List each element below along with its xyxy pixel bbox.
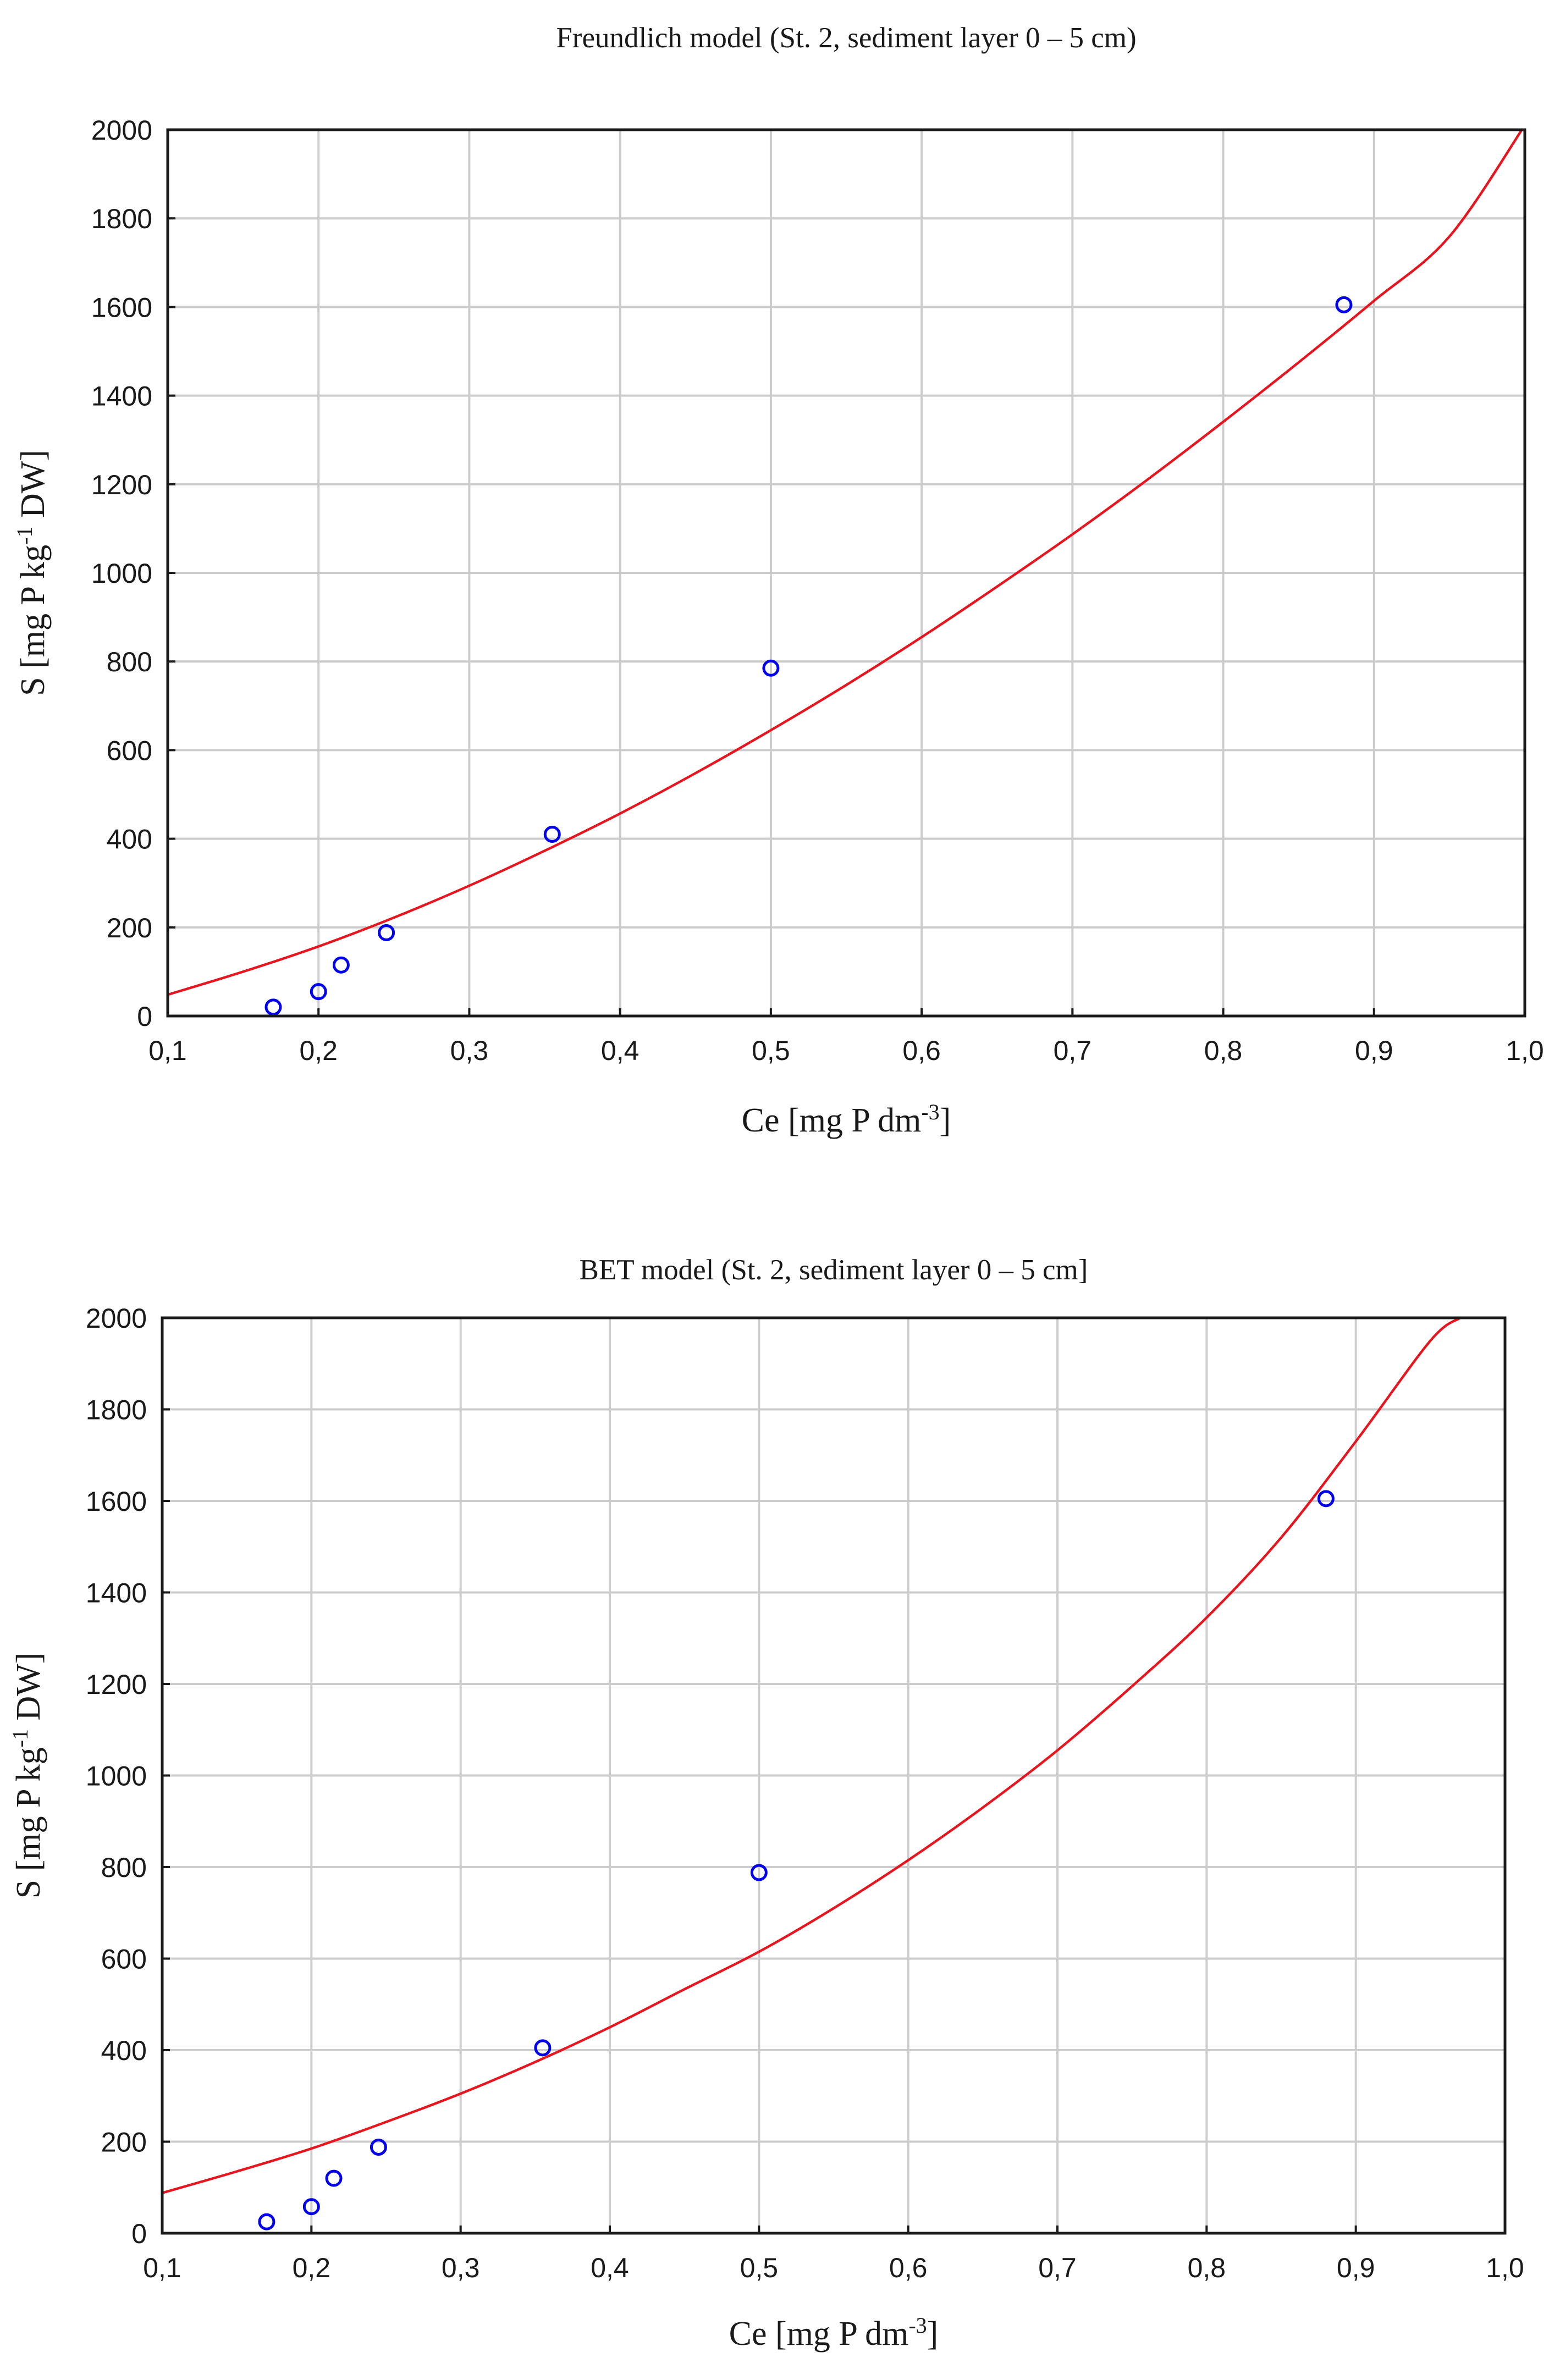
y-tick-label: 400 [107,824,152,855]
y-tick-label: 1600 [86,1486,147,1517]
y-tick-label: 1000 [91,558,152,589]
data-point [258,2213,275,2230]
y-tick-label: 0 [131,2218,147,2249]
x-axis-label-end: ] [940,1102,951,1139]
x-tick-label: 0,1 [143,2252,181,2283]
y-axis-label-main: S [mg P kg [10,1747,47,1898]
y-tick-label: 800 [101,1852,147,1883]
data-point [332,956,350,974]
y-tick-label: 1800 [91,203,152,234]
y-tick-label: 1400 [86,1578,147,1609]
data-point [325,2169,343,2187]
x-tick-label: 0,6 [902,1035,941,1066]
y-tick-label: 800 [107,647,152,677]
x-tick-label: 0,2 [293,2252,331,2283]
y-tick-label: 1200 [86,1669,147,1700]
x-tick-label: 1,0 [1506,1035,1544,1066]
data-point [378,924,395,941]
x-tick-label: 0,8 [1188,2252,1226,2283]
x-axis-label-main: Ce [mg P dm [729,2315,909,2353]
chart-1: 0,1 0,2 0,3 0,4 0,5 0,6 0,7 0,8 0,9 1,0 0 200 400 600… [12,22,1544,1139]
x-tick-label: 0,9 [1337,2252,1375,2283]
y-tick-label: 600 [107,735,152,766]
x-tick-label: 0,2 [299,1035,338,1066]
y-axis-label-superscript: -1 [12,527,37,545]
y-tick-label: 1600 [91,292,152,323]
y-tick-label: 200 [107,913,152,943]
x-tick-label: 0,4 [601,1035,640,1066]
x-axis-label-superscript: -3 [908,2313,927,2338]
data-point [1335,296,1353,313]
y-tick-label: 1200 [91,470,152,500]
y-tick-label: 1000 [86,1761,147,1792]
x-tick-label: 0,3 [442,2252,480,2283]
data-point [750,1864,768,1881]
x-axis-label: Ce [mg P dm-3] [729,2313,939,2353]
y-tick-label: 2000 [91,115,152,146]
x-axis-label: Ce [mg P dm-3] [742,1100,951,1140]
y-tick-label: 600 [101,1944,147,1975]
y-tick-label: 1800 [86,1395,147,1426]
x-axis-label-end: ] [927,2315,939,2353]
x-tick-label: 0,5 [752,1035,790,1066]
fit-curve [168,130,1524,996]
x-tick-label: 0,9 [1355,1035,1393,1066]
data-point [264,998,282,1016]
x-tick-label: 1,0 [1486,2252,1524,2283]
data-point [762,659,780,677]
data-point [310,983,327,1001]
x-tick-label: 0,3 [450,1035,489,1066]
x-tick-label: 0,8 [1204,1035,1243,1066]
data-point [543,826,561,843]
y-axis-label-superscript: -1 [8,1729,32,1747]
chart-title: BET model (St. 2, sediment layer 0 – 5 c… [580,1254,1088,1286]
x-tick-label: 0,5 [740,2252,779,2283]
data-point [370,2138,387,2156]
y-axis-label-main: S [mg P kg [14,545,52,696]
x-axis-label-superscript: -3 [921,1100,939,1124]
y-axis-label-end: DW] [14,450,52,526]
y-axis-label: S [mg P kg-1 DW] [12,450,52,696]
data-point [534,2039,552,2057]
x-tick-label: 0,4 [591,2252,629,2283]
data-point [1317,1490,1335,1507]
y-tick-label: 200 [101,2127,147,2158]
fit-curve [162,1318,1461,2194]
x-tick-label: 0,6 [889,2252,928,2283]
x-tick-label: 0,7 [1054,1035,1092,1066]
y-tick-label: 400 [101,2035,147,2066]
chart-title: Freundlich model (St. 2, sediment layer … [556,22,1136,54]
x-tick-label: 0,7 [1038,2252,1077,2283]
y-tick-label: 1400 [91,381,152,412]
x-tick-label: 0,1 [148,1035,187,1066]
chart-2: 0,1 0,2 0,3 0,4 0,5 0,6 0,7 0,8 0,9 1,0 0 200 400 600… [8,1254,1524,2353]
x-axis-label-main: Ce [mg P dm [742,1102,922,1139]
y-tick-label: 0 [137,1001,152,1032]
y-tick-label: 2000 [86,1303,147,1334]
data-point [302,2198,320,2216]
y-axis-label: S [mg P kg-1 DW] [8,1653,48,1899]
y-axis-label-end: DW] [10,1653,47,1729]
